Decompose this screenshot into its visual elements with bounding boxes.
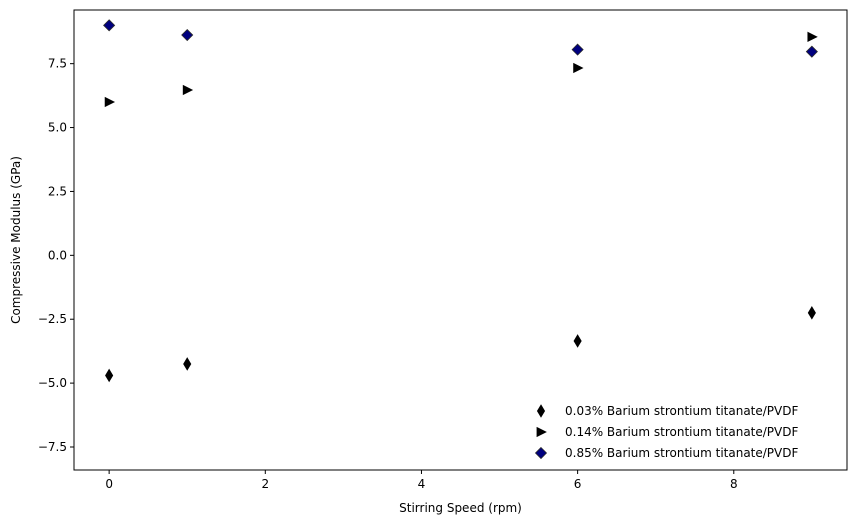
y-tick-label: 2.5 [48, 184, 67, 198]
legend-item: 0.85% Barium strontium titanate/PVDF [534, 446, 798, 460]
x-tick-label: 2 [261, 477, 269, 491]
series-1 [105, 306, 816, 383]
x-tick-label: 4 [418, 477, 426, 491]
y-axis: −7.5 −5.0 −2.5 0.0 2.5 5.0 7.5 [38, 57, 74, 454]
data-point [181, 28, 194, 42]
legend-label: 0.03% Barium strontium titanate/PVDF [565, 404, 798, 418]
x-tick-label: 6 [574, 477, 582, 491]
y-tick-label: −7.5 [38, 440, 67, 454]
y-tick-label: 0.0 [48, 248, 67, 262]
data-point [573, 62, 584, 74]
x-tick-label: 8 [730, 477, 738, 491]
legend-label: 0.85% Barium strontium titanate/PVDF [565, 446, 798, 460]
data-point [807, 31, 818, 42]
legend-marker [536, 404, 546, 418]
data-point [805, 45, 818, 58]
legend-item: 0.03% Barium strontium titanate/PVDF [536, 404, 798, 418]
y-axis-label: Compressive Modulus (GPa) [9, 156, 23, 324]
data-point [807, 306, 816, 320]
data-point [571, 43, 584, 56]
x-axis: 0 2 4 6 8 [105, 470, 738, 491]
y-tick-label: 7.5 [48, 57, 67, 71]
legend: 0.03% Barium strontium titanate/PVDF 0.14… [534, 404, 798, 460]
y-tick-label: −5.0 [38, 376, 67, 390]
data-point [182, 84, 194, 96]
series-3 [103, 19, 818, 58]
series-2 [104, 31, 818, 108]
data-point [105, 368, 114, 383]
series-layer [103, 19, 818, 383]
legend-marker [536, 426, 547, 438]
y-tick-label: 5.0 [48, 121, 67, 135]
plot-frame [73, 9, 848, 471]
legend-label: 0.14% Barium strontium titanate/PVDF [565, 425, 798, 439]
x-axis-label: Stirring Speed (rpm) [399, 501, 522, 515]
legend-marker [534, 446, 548, 460]
data-point [103, 19, 116, 32]
data-point [104, 96, 116, 108]
y-tick-label: −2.5 [38, 312, 67, 326]
data-point [183, 357, 192, 371]
x-tick-label: 0 [105, 477, 113, 491]
data-point [573, 334, 582, 348]
legend-item: 0.14% Barium strontium titanate/PVDF [536, 425, 798, 439]
